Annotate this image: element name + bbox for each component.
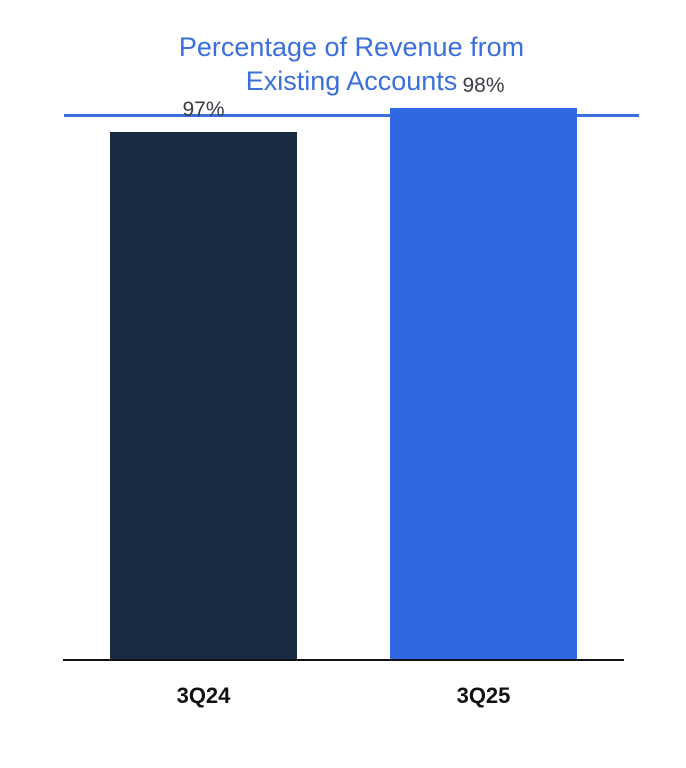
x-tick-label-3q24: 3Q24 <box>177 683 232 708</box>
labels-group: 97% 3Q24 98% 3Q25 <box>177 74 511 708</box>
bars-group <box>110 108 577 660</box>
chart-title-line-2: Existing Accounts <box>245 66 458 96</box>
x-tick-label-3q25: 3Q25 <box>457 683 511 708</box>
chart-title: Percentage of Revenue from Existing Acco… <box>64 30 639 98</box>
bar-3q24 <box>110 132 297 660</box>
data-label-3q25: 98% <box>462 74 504 97</box>
bar-3q25 <box>390 108 577 660</box>
title-divider <box>64 114 639 117</box>
data-label-3q24: 97% <box>182 98 224 121</box>
chart-title-line-1: Percentage of Revenue from <box>178 32 525 62</box>
